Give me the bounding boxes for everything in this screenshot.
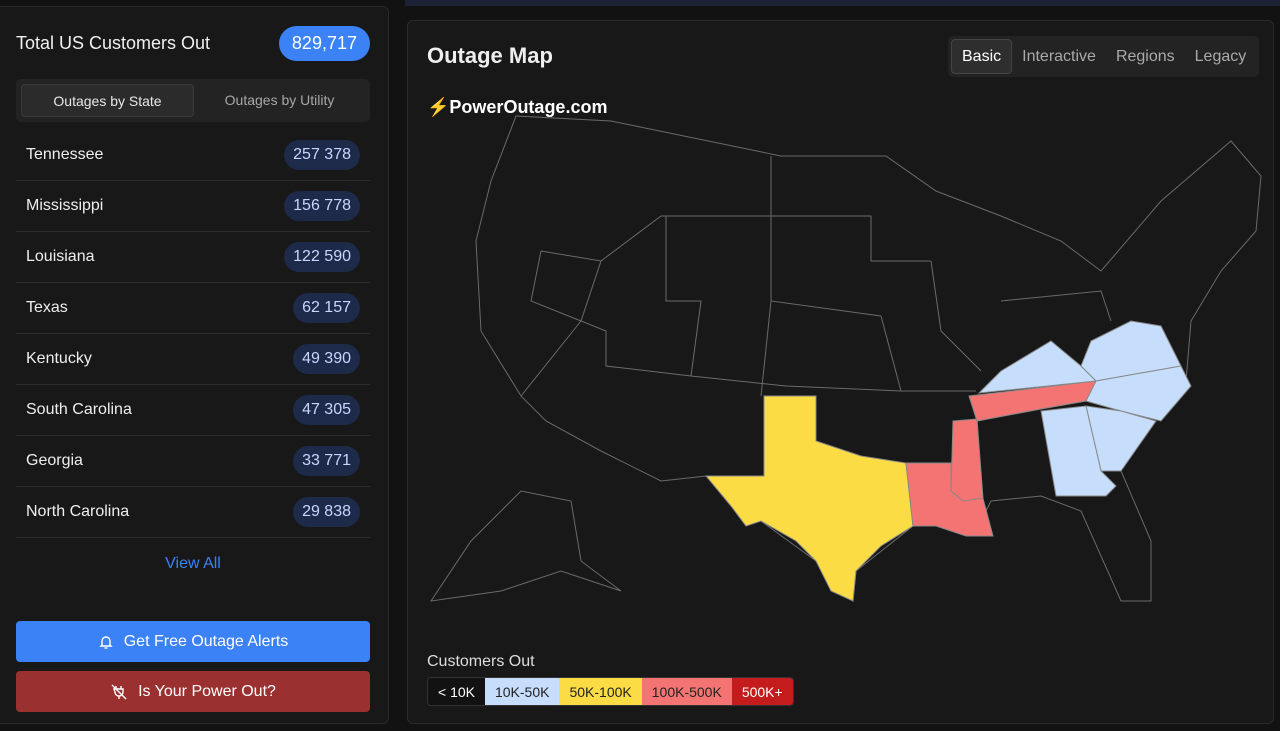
page-title: Outage Map — [427, 43, 553, 68]
total-label: Total US Customers Out — [16, 32, 211, 53]
outage-map-panel: Outage Map Basic Interactive Regions Leg… — [407, 20, 1274, 724]
brand-logo: ⚡PowerOutage.com — [427, 97, 607, 118]
state-kentucky — [977, 340, 1098, 394]
state-list: Tennessee 257 378 Mississippi 156 778 Loui… — [16, 130, 370, 538]
state-row[interactable]: North Carolina 29 838 — [16, 487, 370, 538]
state-row[interactable]: Tennessee 257 378 — [16, 130, 370, 181]
sidebar: Total US Customers Out 829,717 Outages b… — [0, 6, 389, 724]
state-borders — [520, 156, 1112, 397]
state-count: 29 838 — [293, 497, 360, 527]
lightning-icon: ⚡ — [427, 97, 450, 117]
map-view-switcher: Basic Interactive Regions Legacy — [948, 36, 1259, 77]
state-georgia — [1040, 405, 1117, 497]
alaska — [429, 490, 622, 602]
legend-title: Customers Out — [427, 653, 535, 670]
state-name: Tennessee — [26, 146, 104, 163]
state-count: 122 590 — [284, 242, 360, 272]
power-out-button[interactable]: Is Your Power Out? — [16, 671, 370, 712]
view-basic[interactable]: Basic — [951, 39, 1013, 74]
state-louisiana — [905, 462, 994, 537]
view-regions[interactable]: Regions — [1115, 48, 1175, 65]
view-interactive[interactable]: Interactive — [1022, 48, 1096, 65]
state-count: 257 378 — [284, 140, 360, 170]
legend: < 10K 10K-50K 50K-100K 100K-500K 500K+ — [427, 677, 794, 706]
total-badge: 829,717 — [278, 25, 370, 61]
state-count: 62 157 — [293, 293, 360, 323]
legend-item: 100K-500K — [641, 678, 732, 705]
state-count: 156 778 — [284, 191, 360, 221]
power-out-label: Is Your Power Out? — [138, 682, 276, 700]
legend-item: 500K+ — [731, 678, 793, 705]
view-legacy[interactable]: Legacy — [1194, 48, 1247, 65]
state-count: 47 305 — [293, 395, 360, 425]
state-row[interactable]: Mississippi 156 778 — [16, 181, 370, 232]
state-row[interactable]: Kentucky 49 390 — [16, 334, 370, 385]
outage-tabs: Outages by State Outages by Utility — [16, 79, 370, 122]
get-alerts-button[interactable]: Get Free Outage Alerts — [16, 621, 370, 662]
view-all-link[interactable]: View All — [165, 555, 221, 572]
state-mississippi — [950, 418, 984, 502]
state-row[interactable]: Louisiana 122 590 — [16, 232, 370, 283]
us-map[interactable] — [408, 21, 1275, 725]
state-name: Mississippi — [26, 197, 104, 214]
state-texas — [704, 395, 914, 602]
state-north-carolina — [1085, 365, 1192, 422]
state-count: 33 771 — [293, 446, 360, 476]
state-name: North Carolina — [26, 503, 130, 520]
bell-icon — [99, 635, 113, 649]
us-outline — [475, 115, 1262, 603]
state-row[interactable]: South Carolina 47 305 — [16, 385, 370, 436]
tab-outages-by-utility[interactable]: Outages by Utility — [224, 92, 335, 108]
state-name: Georgia — [26, 452, 83, 469]
state-row[interactable]: Georgia 33 771 — [16, 436, 370, 487]
state-name: Louisiana — [26, 248, 95, 265]
state-count: 49 390 — [293, 344, 360, 374]
top-bar — [405, 0, 1280, 6]
legend-item: 50K-100K — [559, 678, 642, 705]
get-alerts-label: Get Free Outage Alerts — [123, 632, 289, 650]
legend-item: 10K-50K — [484, 678, 560, 705]
plug-off-icon — [111, 684, 127, 699]
brand-text: PowerOutage.com — [449, 97, 608, 117]
state-name: South Carolina — [26, 401, 132, 418]
state-name: Kentucky — [26, 350, 92, 367]
tab-outages-by-state[interactable]: Outages by State — [21, 84, 194, 117]
state-name: Texas — [26, 299, 68, 316]
legend-item: < 10K — [428, 678, 485, 705]
state-row[interactable]: Texas 62 157 — [16, 283, 370, 334]
total-customers-out: Total US Customers Out 829,717 — [16, 25, 370, 61]
